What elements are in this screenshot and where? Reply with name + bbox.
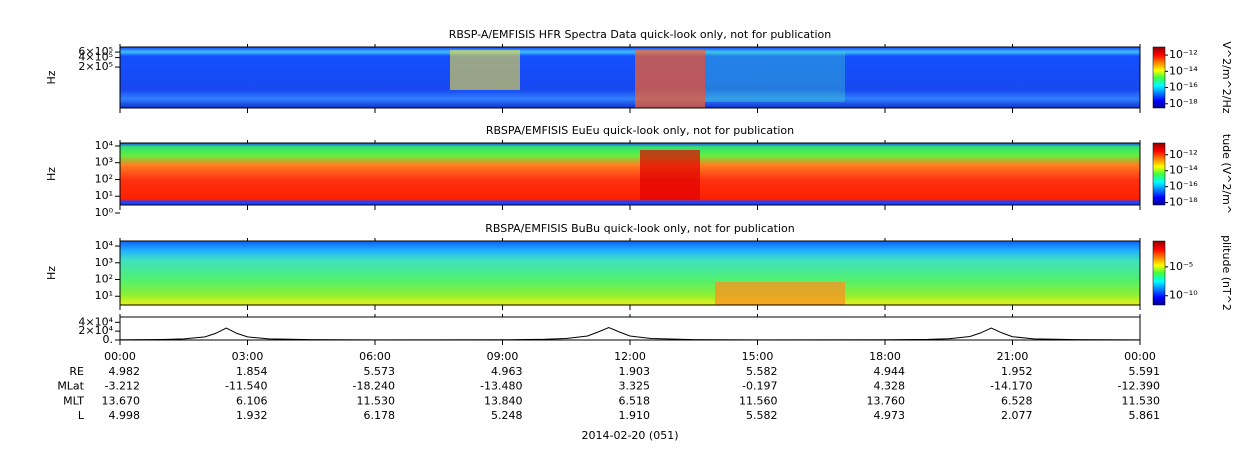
ephemeris-value: 11.530 bbox=[357, 394, 396, 407]
ephemeris-value: -11.540 bbox=[225, 380, 267, 393]
ephemeris-value: 5.861 bbox=[1129, 409, 1161, 422]
ephemeris-value: 13.670 bbox=[102, 394, 141, 407]
y-axis-label: Hz bbox=[45, 70, 58, 84]
data-line bbox=[119, 327, 1141, 341]
ephemeris-value: 4.973 bbox=[874, 409, 906, 422]
x-tick-label: 00:00 bbox=[104, 350, 136, 363]
panel-title: RBSPA/EMFISIS EuEu quick-look only, not … bbox=[486, 124, 794, 137]
ephemeris-label: MLat bbox=[57, 380, 84, 393]
colorbar-tick-label: 10⁻¹⁶ bbox=[1169, 180, 1198, 193]
y-tick-label: 6×10⁵ bbox=[78, 45, 113, 58]
x-tick-label: 00:00 bbox=[1124, 350, 1156, 363]
ephemeris-label: L bbox=[78, 409, 85, 422]
y-tick-label: 2×10⁴ bbox=[78, 324, 113, 337]
panel-title: RBSP-A/EMFISIS HFR Spectra Data quick-lo… bbox=[449, 28, 832, 41]
y-axis-label: Hz bbox=[45, 167, 58, 181]
x-tick-label: 03:00 bbox=[232, 350, 264, 363]
ephemeris-value: 6.518 bbox=[619, 394, 651, 407]
colorbar-label: plitude (nT^2 bbox=[1220, 235, 1233, 311]
ephemeris-value: 6.178 bbox=[364, 409, 396, 422]
y-tick-label: 10³ bbox=[95, 256, 113, 269]
colorbar-tick-label: 10⁻¹² bbox=[1169, 148, 1198, 161]
ephemeris-value: -13.480 bbox=[480, 380, 522, 393]
ephemeris-value: -0.197 bbox=[742, 380, 777, 393]
colorbar-tick-label: 10⁻¹² bbox=[1169, 48, 1198, 61]
colorbar-tick-label: 10⁻¹⁴ bbox=[1169, 164, 1198, 177]
x-tick-label: 18:00 bbox=[869, 350, 901, 363]
panel-title: RBSPA/EMFISIS BuBu quick-look only, not … bbox=[485, 222, 795, 235]
ephemeris-value: 4.328 bbox=[874, 380, 906, 393]
colorbar-tick-label: 10⁻¹⁰ bbox=[1169, 289, 1198, 302]
ephemeris-value: 5.248 bbox=[491, 409, 523, 422]
y-tick-label: 10⁴ bbox=[95, 239, 114, 252]
ephemeris-value: 2.077 bbox=[1001, 409, 1033, 422]
ephemeris-value: -14.170 bbox=[990, 380, 1032, 393]
ephemeris-value: 11.530 bbox=[1122, 394, 1161, 407]
y-tick-label: 4×10⁴ bbox=[78, 315, 113, 328]
colorbar bbox=[1152, 240, 1166, 306]
ephemeris-value: 1.952 bbox=[1001, 365, 1033, 378]
colorbar-tick-label: 10⁻¹⁸ bbox=[1169, 196, 1198, 209]
x-tick-label: 06:00 bbox=[359, 350, 391, 363]
ephemeris-value: 5.591 bbox=[1129, 365, 1161, 378]
y-axis-label: Hz bbox=[45, 266, 58, 280]
colorbar-label: V^2/m^2/Hz bbox=[1220, 41, 1233, 113]
y-tick-label: 10⁴ bbox=[95, 139, 114, 152]
y-tick-label: 10² bbox=[95, 172, 113, 185]
y-tick-label: 10² bbox=[95, 273, 113, 286]
panel-frame bbox=[119, 240, 1141, 306]
colorbar-tick-label: 10⁻¹⁶ bbox=[1169, 81, 1198, 94]
panel-frame bbox=[119, 46, 1141, 109]
ephemeris-value: 13.760 bbox=[867, 394, 906, 407]
colorbar bbox=[1152, 142, 1166, 206]
ephemeris-value: -3.212 bbox=[105, 380, 140, 393]
ephemeris-value: 6.106 bbox=[236, 394, 268, 407]
x-tick-label: 15:00 bbox=[742, 350, 774, 363]
ephemeris-value: -18.240 bbox=[353, 380, 395, 393]
colorbar-tick-label: 10⁻¹⁴ bbox=[1169, 64, 1198, 77]
ephemeris-value: 11.560 bbox=[739, 394, 778, 407]
ephemeris-value: 5.573 bbox=[364, 365, 396, 378]
y-tick-label: 10¹ bbox=[95, 289, 113, 302]
y-tick-label: 10³ bbox=[95, 156, 113, 169]
ephemeris-value: 1.932 bbox=[236, 409, 268, 422]
ephemeris-value: 4.982 bbox=[109, 365, 141, 378]
y-tick-label: 10¹ bbox=[95, 189, 113, 202]
ephemeris-value: 4.998 bbox=[109, 409, 141, 422]
y-tick-label: 4×10⁵ bbox=[78, 51, 113, 64]
ephemeris-value: 1.854 bbox=[236, 365, 268, 378]
ephemeris-value: 5.582 bbox=[746, 409, 778, 422]
ephemeris-value: 1.903 bbox=[619, 365, 651, 378]
ephemeris-value: 4.944 bbox=[874, 365, 906, 378]
colorbar-label: tude (V^2/m^ bbox=[1220, 134, 1233, 214]
colorbar-tick-label: 10⁻⁵ bbox=[1169, 260, 1193, 273]
ephemeris-label: MLT bbox=[63, 394, 84, 407]
spectrogram-texture bbox=[120, 47, 1140, 305]
ephemeris-value: 4.963 bbox=[491, 365, 523, 378]
ephemeris-value: 1.910 bbox=[619, 409, 651, 422]
x-tick-label: 09:00 bbox=[487, 350, 519, 363]
date-label: 2014-02-20 (051) bbox=[581, 429, 678, 442]
ephemeris-label: RE bbox=[69, 365, 84, 378]
colorbar bbox=[1152, 46, 1166, 109]
y-tick-label: 0. bbox=[103, 333, 114, 346]
ephemeris-value: 13.840 bbox=[484, 394, 523, 407]
y-tick-label: 10⁰ bbox=[95, 206, 114, 219]
x-tick-label: 21:00 bbox=[997, 350, 1029, 363]
y-tick-label: 2×10⁵ bbox=[78, 60, 113, 73]
panel-frame bbox=[119, 316, 1141, 341]
ephemeris-value: 5.582 bbox=[746, 365, 778, 378]
ephemeris-value: 3.325 bbox=[619, 380, 651, 393]
colorbar-tick-label: 10⁻¹⁸ bbox=[1169, 97, 1198, 110]
ephemeris-value: 6.528 bbox=[1001, 394, 1033, 407]
ephemeris-value: -12.390 bbox=[1118, 380, 1160, 393]
x-tick-label: 12:00 bbox=[614, 350, 646, 363]
panel-frame bbox=[119, 142, 1141, 206]
